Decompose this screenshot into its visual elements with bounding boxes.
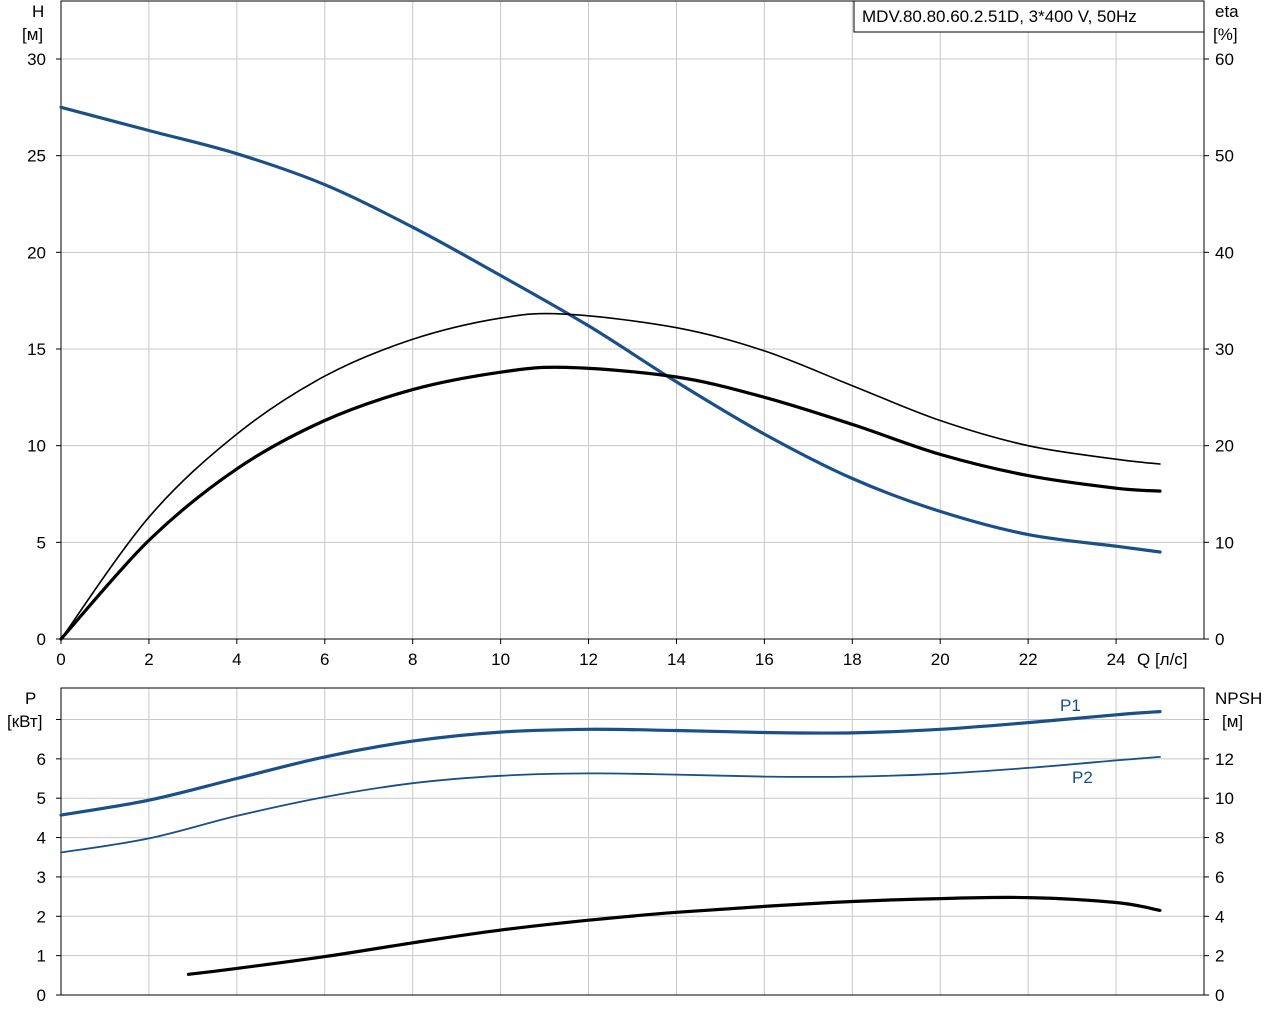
x-tick-label: 20	[931, 650, 950, 669]
y-right-tick-label: 20	[1215, 437, 1234, 456]
series-line-1-1	[60, 756, 1161, 854]
y-right-tick-label: 2	[1215, 947, 1224, 966]
x-tick-label: 10	[491, 650, 510, 669]
x-tick-label: 24	[1107, 650, 1126, 669]
p2-curve-label: P2	[1072, 768, 1093, 787]
top-chart-frame	[60, 0, 1205, 640]
y-right-tick-label: 4	[1215, 907, 1224, 926]
p-axis-unit: [кВт]	[7, 712, 42, 731]
x-tick-label: 18	[843, 650, 862, 669]
x-tick-label: 0	[56, 650, 65, 669]
top-chart-curves	[59, 105, 1162, 641]
p-axis-name: P	[25, 689, 36, 708]
y-left-tick-label: 10	[27, 437, 46, 456]
y-right-tick-label: 0	[1215, 986, 1224, 1005]
series-line-0-2	[59, 365, 1162, 641]
y-right-tick-label: 6	[1215, 868, 1224, 887]
chart-title: MDV.80.80.60.2.51D, 3*400 V, 50Hz	[862, 7, 1137, 26]
h-axis-unit: [м]	[22, 25, 43, 44]
y-left-tick-label: 5	[37, 533, 46, 552]
x-tick-label: 16	[755, 650, 774, 669]
series-line-1-2	[186, 895, 1162, 976]
y-left-tick-label: 1	[37, 947, 46, 966]
y-left-tick-label: 0	[37, 630, 46, 649]
top-chart-grid	[61, 1, 1204, 639]
y-left-tick-label: 4	[37, 829, 46, 848]
bottom-chart-curves	[59, 710, 1162, 976]
y-left-tick-label: 2	[37, 907, 46, 926]
npsh-axis-unit: [м]	[1222, 712, 1243, 731]
p1-curve-label: P1	[1060, 696, 1081, 715]
x-tick-label: 22	[1019, 650, 1038, 669]
bottom-chart-frame	[60, 687, 1205, 996]
y-left-tick-label: 5	[37, 789, 46, 808]
y-left-tick-label: 0	[37, 986, 46, 1005]
y-left-tick-label: 20	[27, 243, 46, 262]
x-tick-label: 8	[408, 650, 417, 669]
series-line-1-0	[59, 710, 1162, 817]
x-tick-label: 4	[232, 650, 241, 669]
h-axis-name: H	[32, 2, 44, 21]
y-left-tick-label: 3	[37, 868, 46, 887]
x-tick-label: 6	[320, 650, 329, 669]
y-left-tick-label: 15	[27, 340, 46, 359]
series-line-0-1	[60, 312, 1161, 640]
series-line-0-0	[59, 105, 1162, 554]
eta-axis-unit: [%]	[1213, 25, 1238, 44]
y-right-tick-label: 10	[1215, 533, 1234, 552]
x-tick-label: 12	[579, 650, 598, 669]
y-right-tick-label: 10	[1215, 789, 1234, 808]
q-axis-label: Q [л/с]	[1137, 650, 1188, 669]
y-left-tick-label: 25	[27, 147, 46, 166]
y-right-tick-label: 40	[1215, 243, 1234, 262]
x-tick-label: 14	[667, 650, 686, 669]
y-right-tick-label: 8	[1215, 829, 1224, 848]
y-right-tick-label: 60	[1215, 50, 1234, 69]
y-left-tick-label: 30	[27, 50, 46, 69]
y-right-tick-label: 30	[1215, 340, 1234, 359]
bottom-chart-grid	[61, 688, 1204, 995]
y-right-tick-label: 12	[1215, 750, 1234, 769]
x-tick-label: 2	[144, 650, 153, 669]
y-left-tick-label: 6	[37, 750, 46, 769]
npsh-axis-name: NPSH	[1215, 689, 1262, 708]
y-right-tick-label: 50	[1215, 147, 1234, 166]
eta-axis-name: eta	[1215, 2, 1239, 21]
title-box	[853, 0, 1205, 33]
top-chart-ticks: 0 2 4 6 8 10 12 14 16 18 20 22 240510152025300102030…	[27, 50, 1234, 669]
y-right-tick-label: 0	[1215, 630, 1224, 649]
